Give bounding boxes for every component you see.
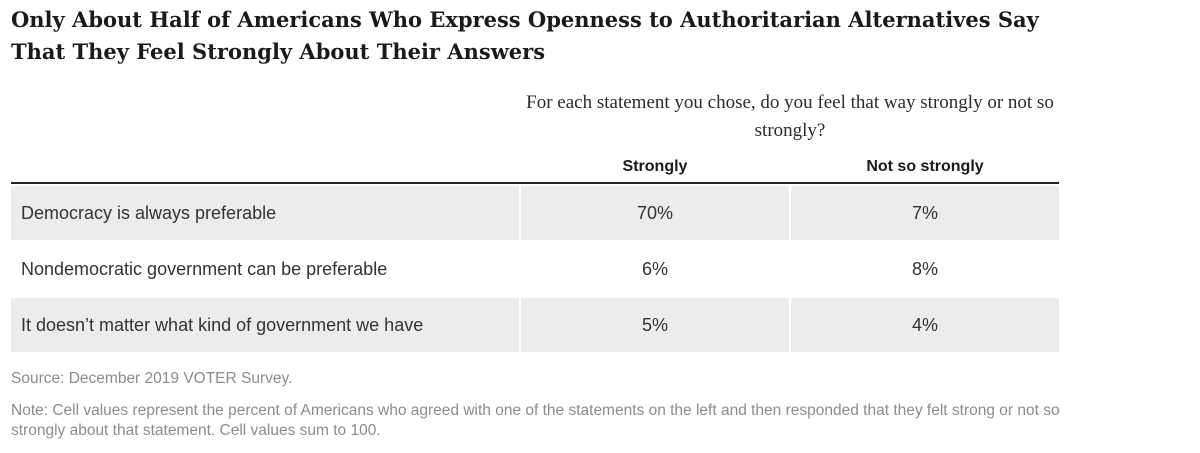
cell-not-so-strongly: 4% xyxy=(791,298,1059,352)
cell-not-so-strongly: 7% xyxy=(791,186,1059,240)
cell-strongly: 6% xyxy=(641,259,668,279)
row-label: Nondemocratic government can be preferab… xyxy=(21,259,388,279)
footnote: Note: Cell values represent the percent … xyxy=(11,402,1060,439)
table-question-subtitle: For each statement you chose, do you fee… xyxy=(526,92,1054,141)
chart-title: Only About Half of Americans Who Express… xyxy=(11,7,1039,64)
header-divider xyxy=(11,182,1059,184)
row-label: It doesn’t matter what kind of governmen… xyxy=(11,298,519,352)
table-row: Democracy is always preferable 70% 7% xyxy=(11,186,1059,240)
cell-strongly: 70% xyxy=(521,186,789,240)
source-note: Source: December 2019 VOTER Survey. xyxy=(11,370,293,387)
table-body: Democracy is always preferable 70% 7% No… xyxy=(11,186,1059,352)
table-row: Nondemocratic government can be preferab… xyxy=(11,242,1059,296)
column-header-strongly: Strongly xyxy=(622,158,688,175)
cell-strongly: 5% xyxy=(521,298,789,352)
table-row: It doesn’t matter what kind of governmen… xyxy=(11,298,1059,352)
cell-not-so-strongly: 8% xyxy=(911,259,938,279)
row-label: Democracy is always preferable xyxy=(11,186,519,240)
column-header-not-so-strongly: Not so strongly xyxy=(866,158,984,175)
